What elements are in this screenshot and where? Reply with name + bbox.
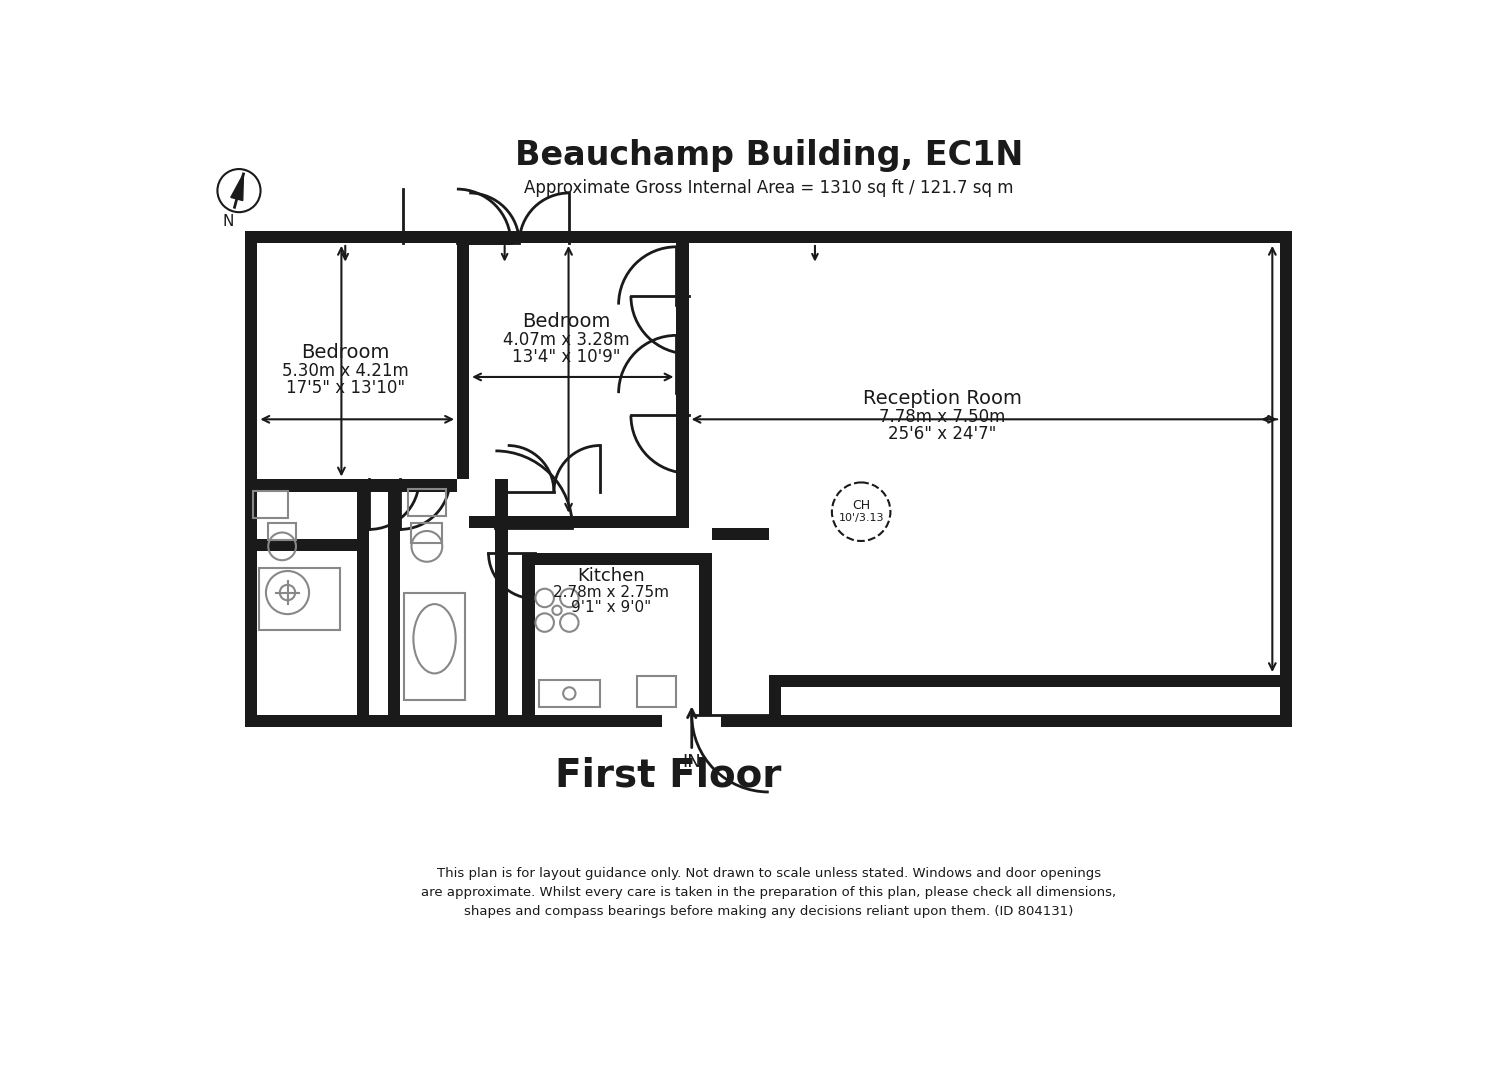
Text: 13'4" x 10'9": 13'4" x 10'9" xyxy=(512,348,621,366)
Bar xyxy=(411,523,442,543)
Bar xyxy=(768,675,1280,688)
Text: First Floor: First Floor xyxy=(555,757,782,795)
Bar xyxy=(471,232,542,242)
Text: 2.78m x 2.75m: 2.78m x 2.75m xyxy=(554,585,669,601)
Bar xyxy=(408,489,446,516)
Bar xyxy=(1071,232,1137,242)
Bar xyxy=(495,480,507,715)
Bar xyxy=(768,675,782,727)
Bar xyxy=(676,243,688,528)
Text: Reception Room: Reception Room xyxy=(862,390,1022,408)
Bar xyxy=(260,232,368,242)
Bar xyxy=(522,516,688,528)
Bar xyxy=(699,553,712,715)
Bar xyxy=(357,480,369,715)
Text: Approximate Gross Internal Area = 1310 sq ft / 121.7 sq m: Approximate Gross Internal Area = 1310 s… xyxy=(524,180,1014,197)
Bar xyxy=(1192,232,1256,242)
Bar xyxy=(712,528,768,541)
Bar xyxy=(258,539,357,551)
Bar xyxy=(244,231,1293,243)
Bar xyxy=(458,243,470,480)
Text: Kitchen: Kitchen xyxy=(578,567,645,584)
Text: CH: CH xyxy=(852,499,870,512)
Bar xyxy=(260,568,340,630)
Text: This plan is for layout guidance only. Not drawn to scale unless stated. Windows: This plan is for layout guidance only. N… xyxy=(422,867,1116,918)
Text: 7.78m x 7.50m: 7.78m x 7.50m xyxy=(879,408,1005,426)
Bar xyxy=(538,680,600,707)
Bar xyxy=(507,516,676,528)
Bar xyxy=(816,232,880,242)
Bar xyxy=(254,491,288,518)
Text: 17'5" x 13'10": 17'5" x 13'10" xyxy=(285,379,405,397)
Bar xyxy=(268,523,296,541)
Bar xyxy=(244,231,258,727)
Text: 4.07m x 3.28m: 4.07m x 3.28m xyxy=(503,331,630,349)
Bar xyxy=(782,688,1280,715)
Text: 5.30m x 4.21m: 5.30m x 4.21m xyxy=(282,362,408,380)
Polygon shape xyxy=(231,174,243,200)
Bar xyxy=(722,715,1293,727)
Text: 9'1" x 9'0": 9'1" x 9'0" xyxy=(572,601,651,616)
Bar xyxy=(522,553,699,565)
Text: N: N xyxy=(222,214,234,228)
Bar xyxy=(522,553,534,715)
Text: Beauchamp Building, EC1N: Beauchamp Building, EC1N xyxy=(514,138,1023,172)
Bar xyxy=(1280,231,1293,727)
Bar xyxy=(638,677,675,707)
Text: IN: IN xyxy=(682,753,700,771)
Bar xyxy=(939,232,1006,242)
Text: 25'6" x 24'7": 25'6" x 24'7" xyxy=(888,425,996,443)
Text: 10'/3.13: 10'/3.13 xyxy=(839,512,884,523)
Bar xyxy=(258,480,458,492)
Bar xyxy=(470,516,676,528)
Bar xyxy=(404,593,465,701)
Bar xyxy=(1280,376,1292,461)
Bar xyxy=(387,480,400,715)
Bar xyxy=(260,568,340,630)
Text: Bedroom: Bedroom xyxy=(302,343,390,362)
Bar xyxy=(244,715,663,727)
Text: Bedroom: Bedroom xyxy=(522,312,610,331)
Bar xyxy=(699,232,772,242)
